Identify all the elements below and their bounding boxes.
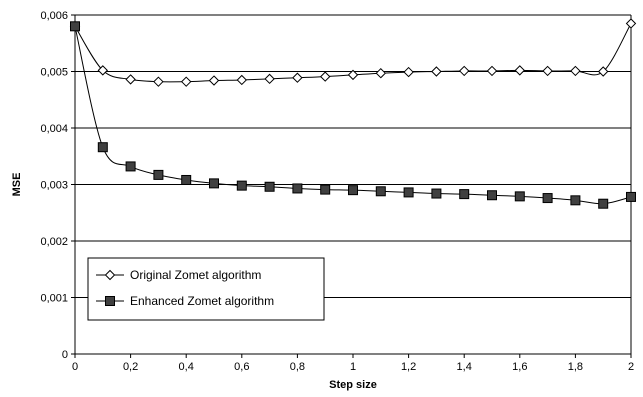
data-point-enhanced	[570, 195, 581, 206]
x-tick-label: 1	[350, 361, 356, 373]
x-tick-label: 2	[628, 361, 634, 373]
y-tick-label: 0,001	[40, 293, 68, 305]
y-tick-label: 0,002	[40, 236, 68, 248]
y-tick-label: 0	[62, 349, 68, 361]
data-point-enhanced	[626, 191, 636, 202]
data-point-original	[264, 73, 275, 85]
y-tick-label: 0,004	[40, 123, 68, 135]
data-point-enhanced	[153, 169, 164, 180]
data-point-original	[486, 65, 498, 77]
data-point-original	[208, 75, 220, 86]
data-point-original	[625, 18, 637, 29]
data-point-original	[403, 66, 414, 78]
data-point-enhanced	[459, 189, 470, 200]
data-point-original	[125, 74, 136, 85]
data-point-enhanced	[320, 184, 331, 195]
legend: Original Zomet algorithm Enhanced Zomet …	[87, 257, 325, 321]
legend-item-enhanced: Enhanced Zomet algorithm	[96, 294, 274, 308]
data-point-enhanced	[264, 181, 275, 192]
data-point-original	[597, 66, 609, 77]
data-point-enhanced	[542, 193, 553, 204]
data-point-original	[153, 76, 164, 87]
data-point-original	[542, 65, 553, 77]
x-axis-title: Step size	[329, 379, 377, 391]
axes-layer	[71, 14, 632, 358]
x-tick-label: 1,6	[512, 361, 527, 373]
y-tick-label: 0,003	[40, 180, 68, 192]
x-tick-label: 1,2	[401, 361, 416, 373]
grid-layer	[75, 14, 631, 298]
data-point-enhanced	[70, 21, 80, 32]
data-point-enhanced	[375, 186, 386, 197]
series-layer	[69, 18, 637, 209]
x-tick-label: 0,6	[234, 361, 249, 373]
x-tick-label: 0,2	[123, 361, 138, 373]
data-point-enhanced	[292, 183, 303, 194]
data-point-original	[570, 65, 581, 77]
data-point-original	[375, 67, 387, 79]
x-tick-label: 1,8	[568, 361, 583, 373]
data-point-enhanced	[97, 142, 108, 153]
legend-square-icon	[105, 296, 115, 306]
data-point-original	[97, 65, 109, 76]
data-point-enhanced	[348, 185, 358, 196]
data-point-enhanced	[403, 187, 414, 198]
data-point-enhanced	[209, 178, 219, 189]
legend-label-enhanced: Enhanced Zomet algorithm	[130, 294, 274, 308]
y-tick-label: 0,005	[40, 67, 68, 79]
x-tick-label: 0	[72, 361, 78, 373]
data-point-enhanced	[125, 161, 136, 172]
data-point-original	[319, 71, 331, 82]
data-point-original	[347, 69, 359, 81]
data-point-original	[180, 76, 192, 87]
data-point-enhanced	[181, 174, 192, 185]
y-axis-title: MSE	[11, 173, 23, 197]
x-tick-label: 0,8	[290, 361, 305, 373]
legend-box	[87, 257, 325, 321]
legend-diamond-icon	[104, 269, 116, 281]
data-point-original	[458, 65, 470, 77]
data-point-enhanced	[236, 180, 247, 191]
y-tick-label: 0,006	[40, 10, 68, 22]
data-point-original	[431, 66, 442, 77]
x-tick-label: 0,4	[179, 361, 194, 373]
x-tick-label: 1,4	[457, 361, 472, 373]
data-point-original	[236, 74, 248, 86]
data-point-original	[292, 72, 303, 83]
data-point-enhanced	[514, 191, 525, 202]
tick-labels-layer: 0 0,001 0,002 0,003 0,004 0,005 0,006 0 0,2 0,4 0,…	[40, 10, 634, 373]
data-point-original	[514, 65, 526, 76]
data-point-enhanced	[598, 198, 609, 209]
legend-item-original: Original Zomet algorithm	[96, 268, 261, 282]
data-point-enhanced	[487, 190, 497, 201]
legend-label-original: Original Zomet algorithm	[130, 268, 261, 282]
data-point-enhanced	[431, 188, 442, 199]
